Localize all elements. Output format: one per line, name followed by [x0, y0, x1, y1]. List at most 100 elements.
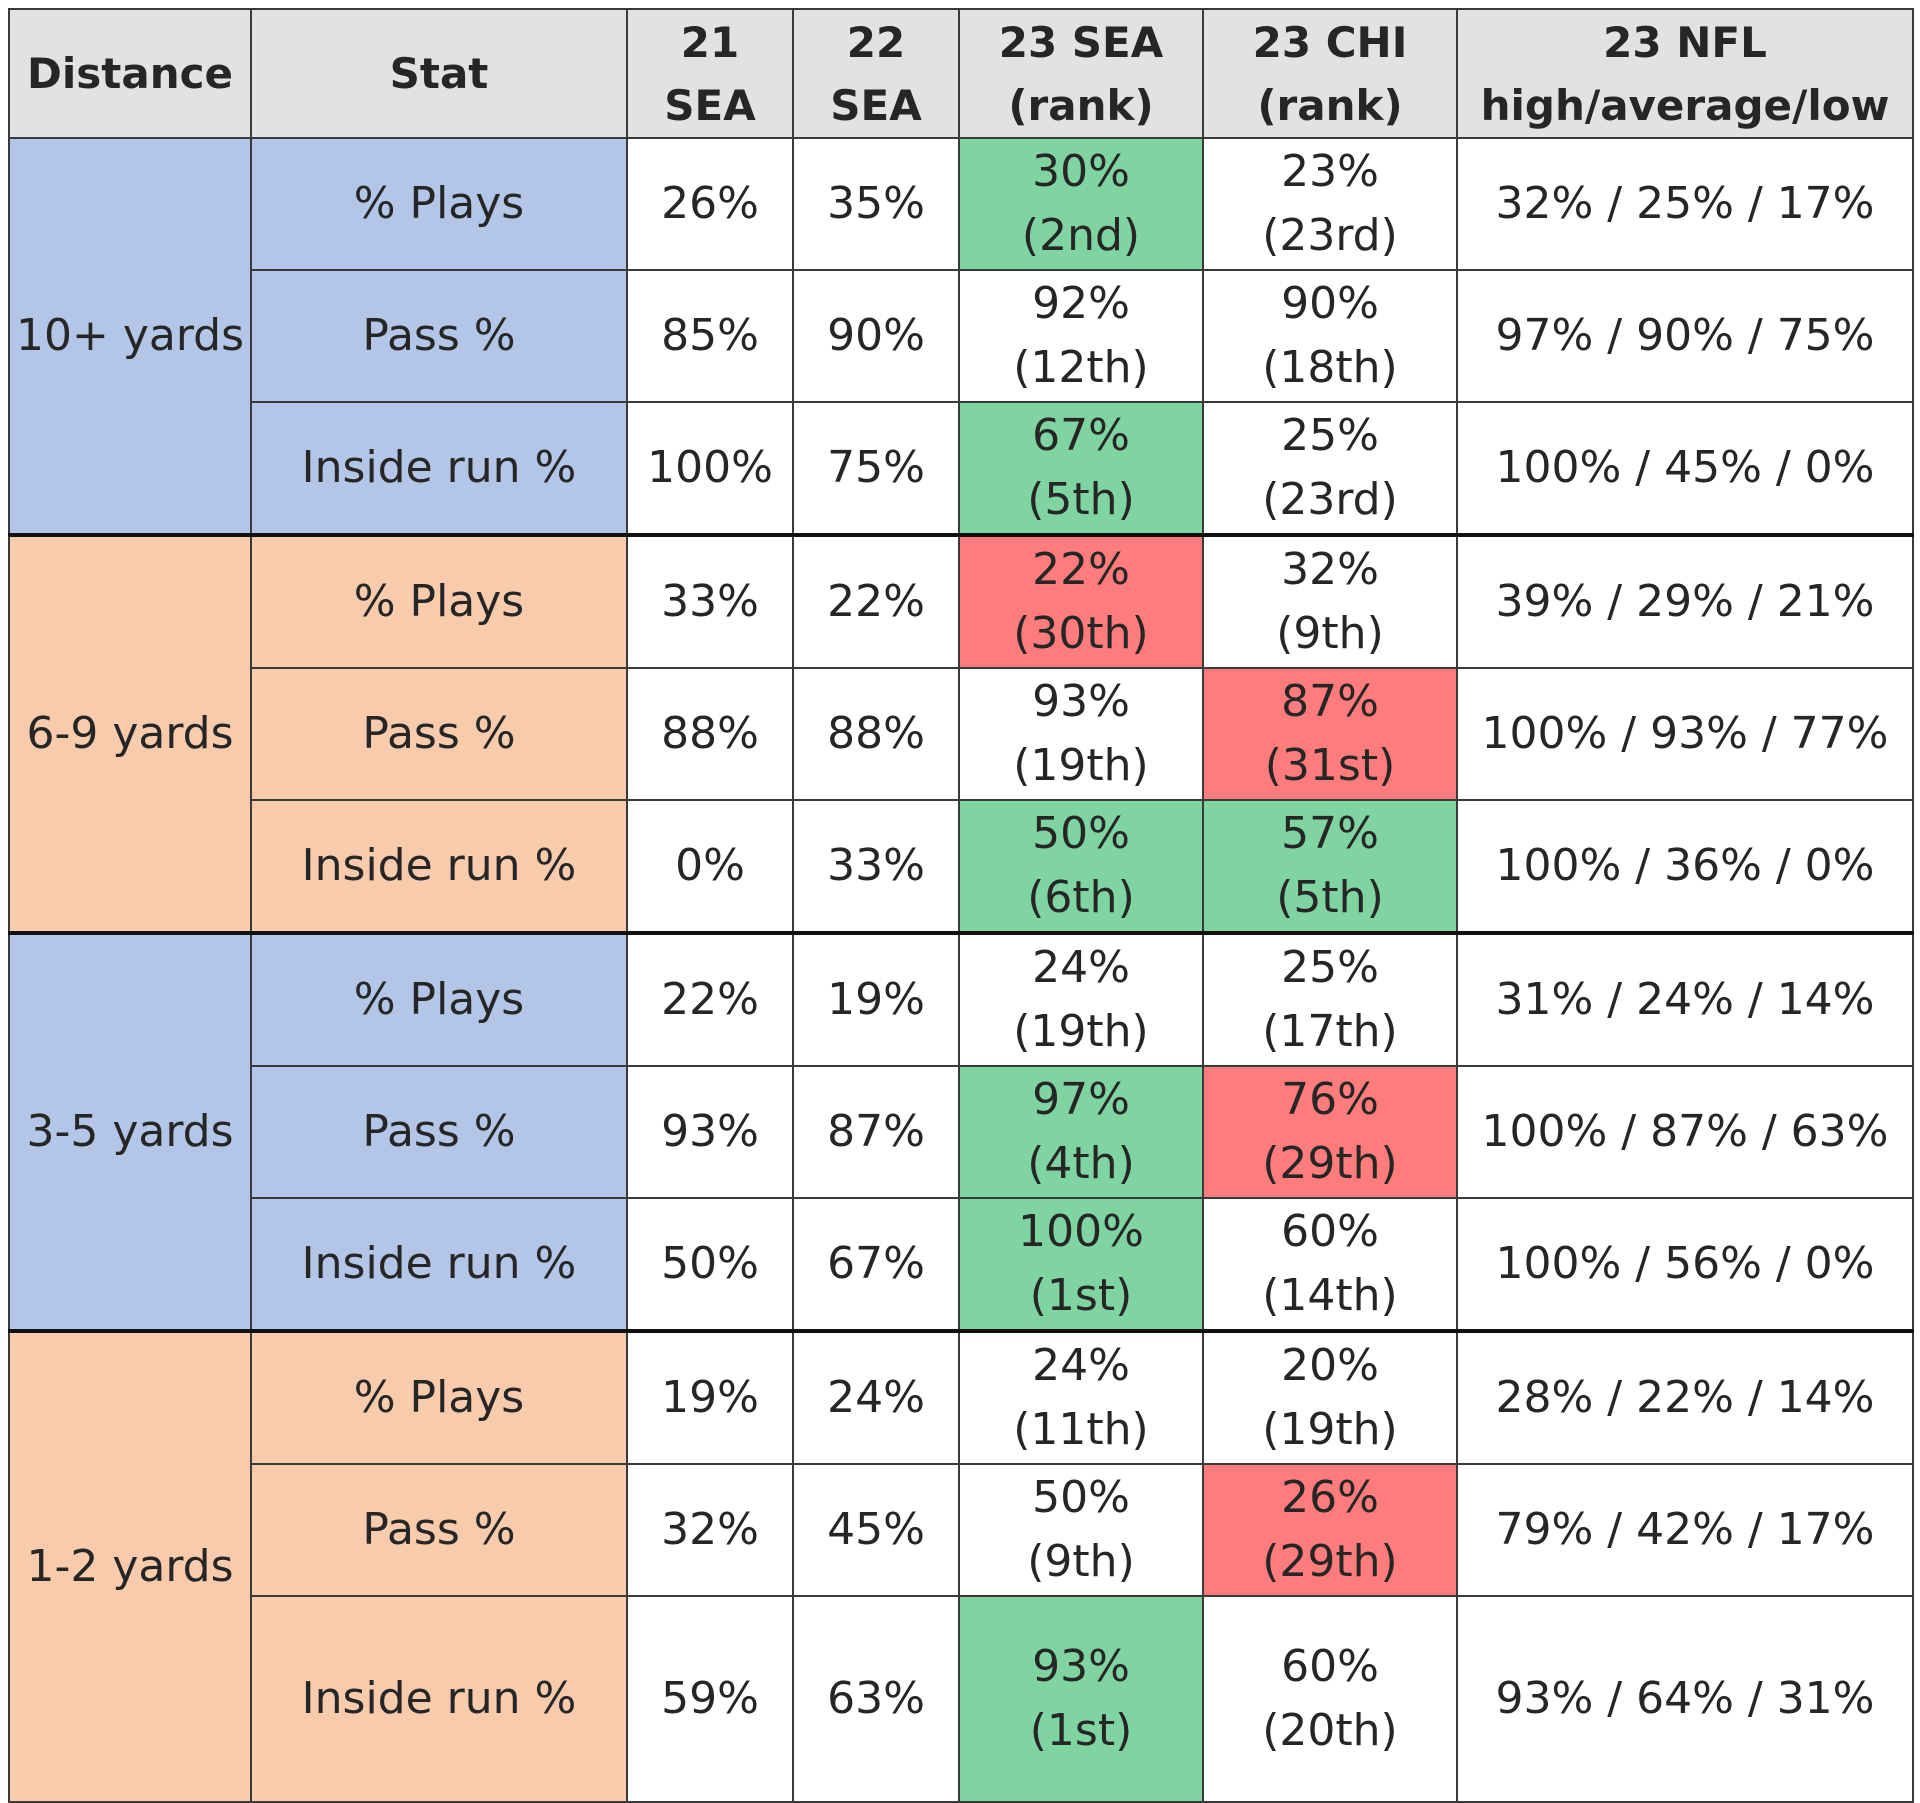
sea-22-cell: 75%: [792, 401, 960, 536]
rank: (19th): [1262, 1404, 1398, 1455]
chi-23-cell: 87% (31st): [1202, 667, 1458, 801]
sea-23-cell: 100% (1st): [958, 1197, 1204, 1332]
header-23-chi-line-2: (rank): [1257, 80, 1403, 130]
stat-cell: Inside run %: [250, 799, 628, 934]
rank: (29th): [1262, 1536, 1398, 1587]
rank: (18th): [1262, 342, 1398, 393]
value: 24%: [1032, 1340, 1130, 1391]
header-23-sea-line-2: (rank): [1008, 80, 1154, 130]
chi-23-cell: 26% (29th): [1202, 1463, 1458, 1597]
header-23-chi-line-1: 23 CHI: [1252, 17, 1408, 67]
chi-23-cell: 32% (9th): [1202, 533, 1458, 669]
header-distance: Distance: [8, 8, 252, 139]
header-23-nfl-line-2: high/average/low: [1480, 80, 1890, 130]
sea-23-cell: 24% (11th): [958, 1329, 1204, 1465]
stat-cell: Inside run %: [250, 1197, 628, 1332]
rank: (23rd): [1262, 210, 1398, 261]
distance-group: 3-5 yards% Plays 22% 19% 24% (19th) 25% (17th)…: [8, 931, 1914, 1332]
sea-23-cell: 92% (12th): [958, 269, 1204, 403]
header-21-sea-line-1: 21: [680, 17, 740, 67]
chi-23-cell: 25% (23rd): [1202, 401, 1458, 536]
value: 24%: [1032, 942, 1130, 993]
sea-22-cell: 63%: [792, 1595, 960, 1803]
stat-cell: % Plays: [250, 931, 628, 1067]
table-row: Inside run % 59% 63% 93% (1st) 60% (20th) 93% /…: [9, 1595, 1914, 1803]
header-23-nfl-line-1: 23 NFL: [1603, 17, 1767, 67]
nfl-range-cell: 100% / 45% / 0%: [1456, 401, 1914, 536]
sea-23-cell: 50% (6th): [958, 799, 1204, 934]
distance-cell: 6-9 yards: [8, 533, 252, 934]
rank: (31st): [1264, 740, 1396, 791]
header-stat: Stat: [250, 8, 628, 139]
distance-group: 10+ yards% Plays 26% 35% 30% (2nd) 23% (23rd) 3…: [8, 137, 1914, 536]
value: 92%: [1032, 278, 1130, 329]
sea-21-cell: 100%: [626, 401, 794, 536]
distance-group: 6-9 yards% Plays 33% 22% 22% (30th) 32% (9th) 3…: [8, 533, 1914, 934]
header-21-sea-line-2: SEA: [664, 80, 756, 130]
sea-23-cell: 93% (19th): [958, 667, 1204, 801]
sea-21-cell: 59%: [626, 1595, 794, 1803]
table-row: Inside run % 100% 75% 67% (5th) 25% (23rd) 100%…: [9, 401, 1914, 536]
sea-21-cell: 85%: [626, 269, 794, 403]
sea-22-cell: 90%: [792, 269, 960, 403]
sea-21-cell: 93%: [626, 1065, 794, 1199]
sea-22-cell: 33%: [792, 799, 960, 934]
nfl-range-cell: 79% / 42% / 17%: [1456, 1463, 1914, 1597]
chi-23-cell: 20% (19th): [1202, 1329, 1458, 1465]
rank: (1st): [1029, 1270, 1133, 1321]
table-row: 1-2 yards% Plays 19% 24% 24% (11th) 20% (19th)…: [8, 1329, 1914, 1803]
rank: (14th): [1262, 1270, 1398, 1321]
sea-23-cell: 30% (2nd): [958, 137, 1204, 271]
value: 90%: [1281, 278, 1379, 329]
sea-23-cell: 93% (1st): [958, 1595, 1204, 1803]
rank: (17th): [1262, 1006, 1398, 1057]
nfl-range-cell: 28% / 22% / 14%: [1456, 1329, 1914, 1465]
sea-23-cell: 67% (5th): [958, 401, 1204, 536]
sea-21-cell: 32%: [626, 1463, 794, 1597]
header-22-sea: 22 SEA: [792, 8, 960, 139]
value: 25%: [1281, 410, 1379, 461]
sea-21-cell: 0%: [626, 799, 794, 934]
nfl-range-cell: 93% / 64% / 31%: [1456, 1595, 1914, 1803]
stat-cell: Pass %: [250, 1463, 628, 1597]
header-23-nfl: 23 NFL high/average/low: [1456, 8, 1914, 139]
table-row: Pass % 32% 45% 50% (9th) 26% (29th) 79% / 42% /…: [9, 1463, 1914, 1597]
value: 100%: [1018, 1206, 1144, 1257]
value: 97%: [1032, 1074, 1130, 1125]
sea-23-cell: 22% (30th): [958, 533, 1204, 669]
header-22-sea-line-1: 22: [846, 17, 906, 67]
stat-cell: Pass %: [250, 1065, 628, 1199]
stat-cell: Inside run %: [250, 1595, 628, 1803]
chi-23-cell: 90% (18th): [1202, 269, 1458, 403]
nfl-range-cell: 100% / 36% / 0%: [1456, 799, 1914, 934]
table-row: 10+ yards% Plays 26% 35% 30% (2nd) 23% (23rd) 3…: [8, 137, 1914, 536]
sea-22-cell: 88%: [792, 667, 960, 801]
sea-21-cell: 88%: [626, 667, 794, 801]
value: 93%: [1032, 676, 1130, 727]
value: 30%: [1032, 146, 1130, 197]
value: 60%: [1281, 1641, 1379, 1692]
table-row: Inside run % 0% 33% 50% (6th) 57% (5th) 100% / …: [9, 799, 1914, 934]
nfl-range-cell: 39% / 29% / 21%: [1456, 533, 1914, 669]
value: 50%: [1032, 1472, 1130, 1523]
sea-22-cell: 22%: [792, 533, 960, 669]
sea-22-cell: 67%: [792, 1197, 960, 1332]
stat-cell: % Plays: [250, 1329, 628, 1465]
value: 20%: [1281, 1340, 1379, 1391]
sea-21-cell: 26%: [626, 137, 794, 271]
rank: (6th): [1027, 872, 1135, 923]
sea-22-cell: 19%: [792, 931, 960, 1067]
rank: (11th): [1013, 1404, 1149, 1455]
rank: (5th): [1276, 872, 1384, 923]
rank: (23rd): [1262, 474, 1398, 525]
rank: (19th): [1013, 740, 1149, 791]
sea-23-cell: 97% (4th): [958, 1065, 1204, 1199]
header-23-sea-line-1: 23 SEA: [998, 17, 1164, 67]
chi-23-cell: 57% (5th): [1202, 799, 1458, 934]
sea-23-cell: 50% (9th): [958, 1463, 1204, 1597]
value: 60%: [1281, 1206, 1379, 1257]
rank: (29th): [1262, 1138, 1398, 1189]
chi-23-cell: 25% (17th): [1202, 931, 1458, 1067]
stats-table: Distance Stat 21 SEA 22 SEA 23 SEA (rank…: [8, 8, 1914, 1803]
chi-23-cell: 76% (29th): [1202, 1065, 1458, 1199]
